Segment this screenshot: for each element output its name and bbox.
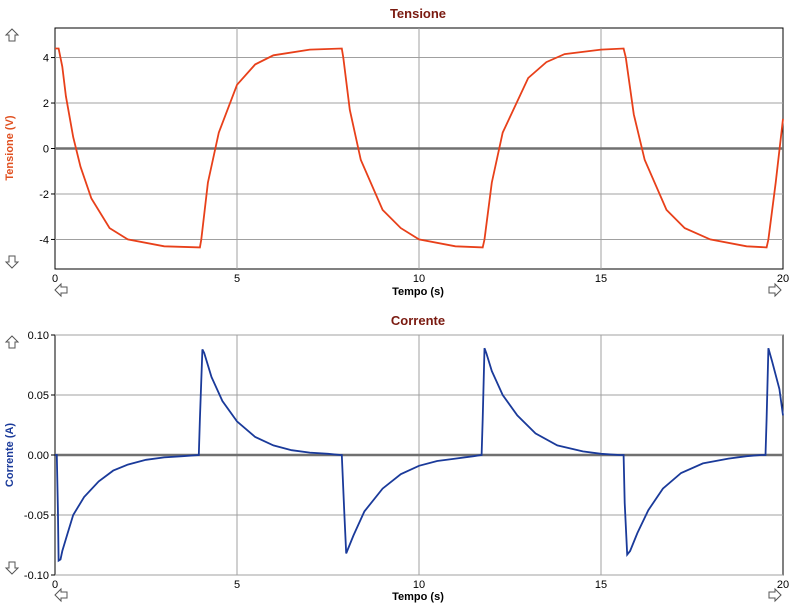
corrente-grid <box>55 334 783 576</box>
arrow-up-icon[interactable] <box>4 335 20 349</box>
y-tick-label: 0 <box>43 144 49 156</box>
x-tick-label: 5 <box>234 579 240 591</box>
arrow-down-icon[interactable] <box>4 561 20 575</box>
y-tick-label: 2 <box>43 98 49 110</box>
tensione-ylabel: Tensione (V) <box>4 115 16 181</box>
tensione-xlabel: Tempo (s) <box>392 286 444 298</box>
y-tick-label: 0.05 <box>28 390 49 402</box>
corrente-series-line <box>55 347 784 563</box>
x-tick-label: 10 <box>413 273 425 285</box>
x-tick-label: 0 <box>52 273 58 285</box>
tensione-panel: Tensione 420-2-4 0 5 10 15 20 Tensione (V) T… <box>4 6 789 298</box>
x-tick-label: 15 <box>595 273 607 285</box>
x-tick-label: 0 <box>52 579 58 591</box>
x-tick-label: 20 <box>777 579 789 591</box>
x-tick-label: 10 <box>413 579 425 591</box>
corrente-xlabel: Tempo (s) <box>392 591 444 603</box>
x-tick-label: 5 <box>234 273 240 285</box>
arrow-left-icon[interactable] <box>54 282 68 298</box>
tensione-x-ticks: 0 5 10 15 20 <box>52 273 789 285</box>
arrow-right-icon[interactable] <box>768 587 782 603</box>
y-tick-label: 0.00 <box>28 450 49 462</box>
corrente-title: Corrente <box>391 313 445 328</box>
y-tick-label: -4 <box>39 234 49 246</box>
y-tick-label: -0.05 <box>24 510 49 522</box>
corrente-y-ticks: 0.10 0.05 0.00 -0.05 -0.10 <box>24 330 55 582</box>
y-tick-label: 4 <box>43 53 49 65</box>
tensione-grid <box>55 28 783 269</box>
tensione-title: Tensione <box>390 6 446 21</box>
corrente-x-ticks: 0 5 10 15 20 <box>52 579 789 591</box>
arrow-up-icon[interactable] <box>4 28 20 42</box>
x-tick-label: 15 <box>595 579 607 591</box>
arrow-right-icon[interactable] <box>768 282 782 298</box>
tensione-y-ticks: 4 2 0 -2 -4 <box>39 53 55 246</box>
y-tick-label: -2 <box>39 189 49 201</box>
corrente-ylabel: Corrente (A) <box>4 423 16 488</box>
arrow-left-icon[interactable] <box>54 587 68 603</box>
y-tick-label: -0.10 <box>24 570 49 582</box>
y-tick-label: 0.10 <box>28 330 49 342</box>
tensione-series-line <box>55 47 784 249</box>
arrow-down-icon[interactable] <box>4 255 20 269</box>
x-tick-label: 20 <box>777 273 789 285</box>
corrente-panel: Corrente 0.10 0.05 0.00 -0.05 -0.10 0 5 10 15 20… <box>4 313 789 603</box>
